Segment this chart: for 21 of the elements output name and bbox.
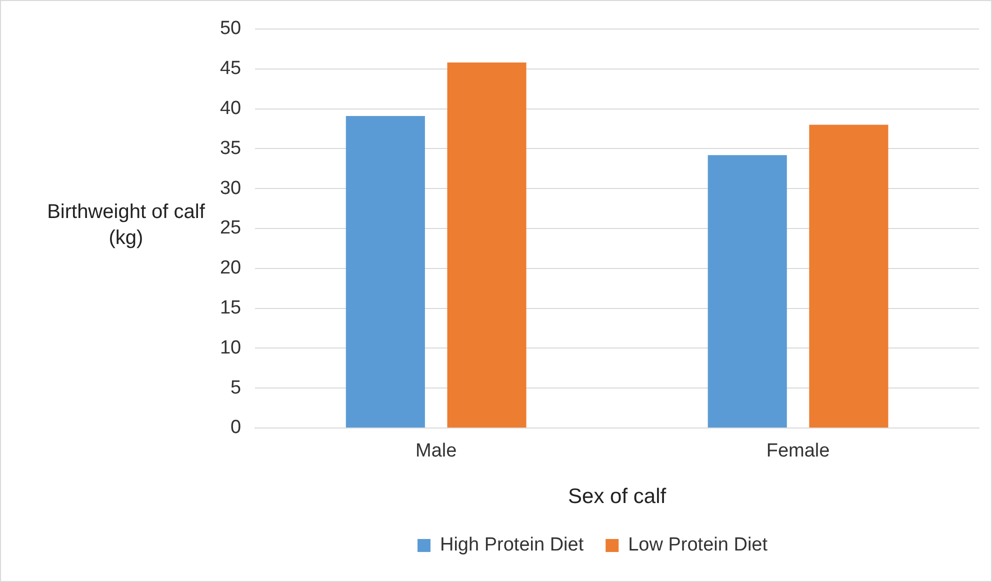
y-tick-label: 10	[220, 337, 242, 358]
x-tick-label: Male	[416, 440, 457, 462]
bar	[447, 62, 526, 428]
y-tick-label: 20	[220, 258, 242, 279]
y-tick-label: 15	[220, 298, 242, 319]
bar	[346, 116, 425, 428]
bar	[708, 155, 787, 428]
y-tick-label: 0	[230, 417, 242, 438]
y-tick-label: 40	[220, 98, 242, 120]
x-axis-title: Sex of calf	[568, 485, 666, 508]
y-tick-label: 35	[220, 138, 242, 159]
x-tick-label: Female	[766, 440, 830, 462]
y-tick-label: 5	[230, 377, 242, 398]
y-tick-label: 30	[220, 178, 242, 199]
y-tick-label: 45	[220, 58, 242, 80]
y-tick-label: 50	[220, 18, 242, 40]
y-tick-label: 25	[220, 218, 242, 239]
legend-label: Low Protein Diet	[628, 534, 768, 556]
legend-label: High Protein Diet	[440, 534, 584, 556]
y-axis-title: Birthweight of calf (kg)	[46, 200, 206, 251]
bar	[809, 124, 888, 428]
